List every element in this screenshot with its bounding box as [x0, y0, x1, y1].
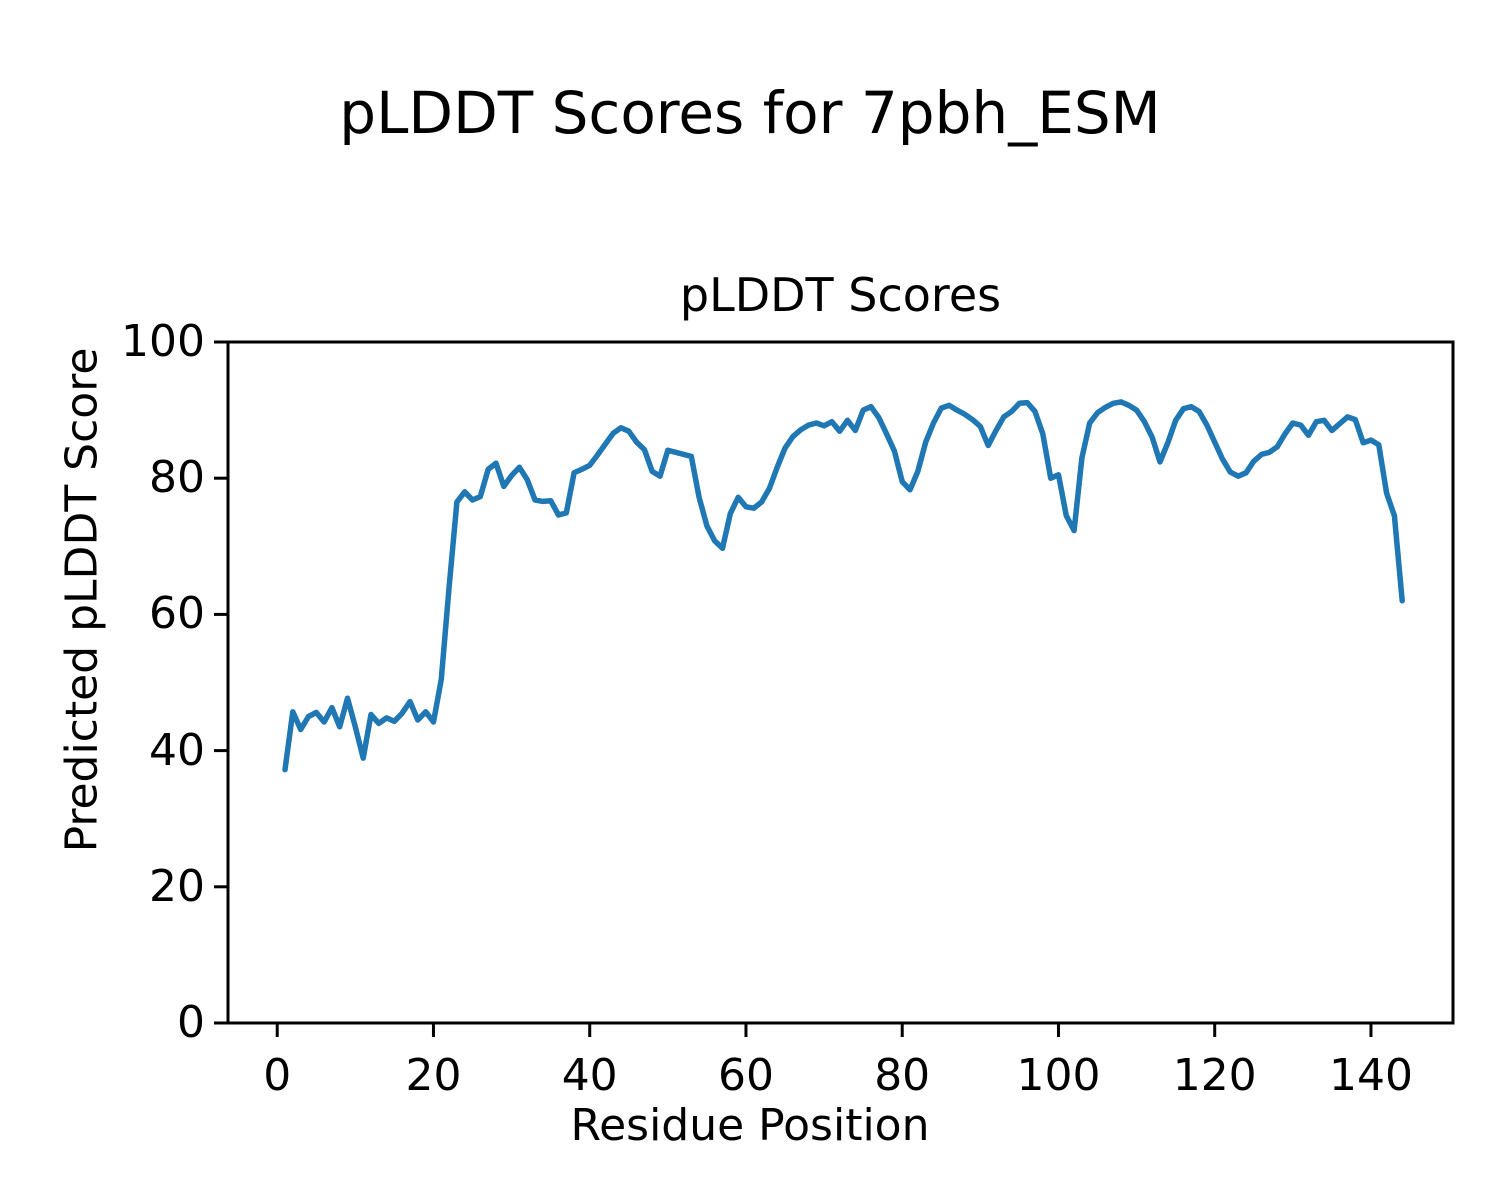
- x-tick-label: 100: [1016, 1050, 1101, 1101]
- y-tick-label: 80: [149, 452, 205, 504]
- x-tick-label: 0: [263, 1050, 292, 1101]
- x-tick-label: 20: [405, 1050, 462, 1101]
- y-tick-label: 20: [149, 860, 205, 912]
- x-tick-label: 140: [1329, 1050, 1413, 1101]
- y-tick-label: 60: [149, 588, 205, 640]
- figure-title: pLDDT Scores for 7pbh_ESM: [339, 79, 1161, 147]
- x-tick-label: 120: [1172, 1050, 1257, 1101]
- y-tick-label: 0: [177, 997, 205, 1048]
- plddt-line: [282, 399, 1405, 773]
- x-tick-label: 80: [874, 1050, 931, 1101]
- axes-title: pLDDT Scores: [679, 268, 1002, 322]
- x-tick-label: 60: [718, 1050, 774, 1101]
- tick-marks: [214, 340, 1373, 1037]
- x-axis-label: Residue Position: [570, 1100, 930, 1151]
- plot-frame: [226, 340, 1455, 1025]
- y-axis-label: Predicted pLDDT Score: [56, 347, 108, 853]
- y-tick-label: 100: [121, 316, 205, 367]
- x-tick-label: 40: [561, 1050, 618, 1101]
- y-tick-label: 40: [149, 724, 205, 776]
